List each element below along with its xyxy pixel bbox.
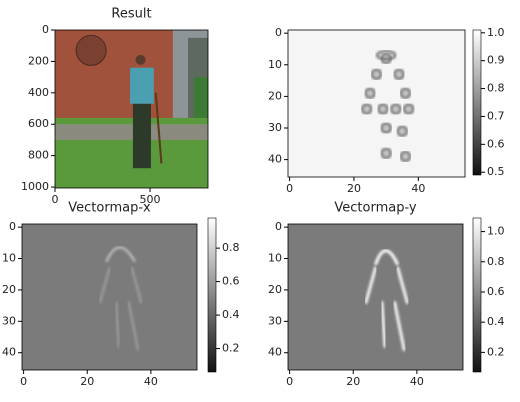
y-tick-label: 1000 [21, 180, 49, 193]
joint-blob [382, 149, 391, 158]
x-tick-label: 20 [347, 182, 361, 195]
y-tick-label: 600 [28, 117, 49, 130]
joint-blob [378, 105, 387, 114]
colorbar-tick-label: 0.7 [487, 109, 505, 122]
colorbar-tick-label: 0.6 [487, 137, 505, 150]
joint-blob [404, 105, 413, 114]
x-tick-label: 0 [20, 375, 27, 388]
x-tick-label: 40 [410, 375, 424, 388]
subplot [288, 30, 465, 177]
y-tick-label: 30 [268, 121, 282, 134]
colorbar [473, 30, 481, 175]
y-tick-label: 40 [268, 153, 282, 166]
colorbar-tick-label: 0.5 [487, 165, 505, 178]
y-tick-label: 40 [268, 346, 282, 359]
logo [76, 35, 106, 65]
joint-blob [366, 89, 375, 98]
subplot-title: Vectormap-x [68, 201, 151, 216]
figure: Result0500020040060080010000204001020304… [0, 0, 520, 402]
y-tick-label: 10 [268, 252, 282, 265]
x-tick-label: 40 [411, 182, 425, 195]
subplot-title: Vectormap-y [334, 201, 417, 216]
legs [133, 104, 151, 168]
subplot-title: Result [111, 7, 151, 22]
colorbar-tick-label: 0.2 [222, 342, 240, 355]
colorbar [473, 218, 481, 372]
head [136, 55, 146, 65]
colorbar-tick-label: 0.9 [487, 54, 505, 67]
map-bg [22, 224, 197, 370]
joint-blob [398, 127, 407, 136]
shirt [130, 68, 154, 104]
colorbar [208, 218, 216, 372]
y-tick-label: 0 [275, 26, 282, 39]
y-tick-label: 200 [28, 54, 49, 67]
joint-blob [362, 105, 371, 114]
joint-blob [372, 70, 381, 79]
path [55, 124, 208, 140]
x-tick-label: 40 [144, 375, 158, 388]
y-tick-label: 400 [28, 86, 49, 99]
y-tick-label: 30 [268, 314, 282, 327]
colorbar-tick-label: 1.0 [487, 225, 505, 238]
joint-blob [401, 152, 410, 161]
y-tick-label: 20 [268, 283, 282, 296]
plants [194, 77, 208, 121]
colorbar-tick-label: 0.4 [487, 315, 505, 328]
colorbar-tick-label: 0.2 [487, 345, 505, 358]
colorbar-tick-label: 0.4 [222, 308, 240, 321]
colorbar-tick-label: 0.8 [487, 255, 505, 268]
y-tick-label: 800 [28, 149, 49, 162]
map-bg [288, 30, 465, 177]
y-tick-label: 40 [2, 346, 16, 359]
x-tick-label: 20 [346, 375, 360, 388]
x-tick-label: 20 [80, 375, 94, 388]
subplot [288, 224, 463, 370]
colorbar-tick-label: 0.6 [222, 275, 240, 288]
subplot [22, 224, 197, 370]
map-bg [288, 224, 463, 370]
y-tick-label: 0 [275, 220, 282, 233]
joint-blob [382, 124, 391, 133]
subplot [55, 30, 208, 188]
joint-blob [391, 105, 400, 114]
x-tick-label: 0 [286, 182, 293, 195]
colorbar-tick-label: 0.8 [487, 82, 505, 95]
y-tick-label: 10 [2, 252, 16, 265]
x-tick-label: 0 [286, 375, 293, 388]
colorbar-tick-label: 0.6 [487, 285, 505, 298]
x-tick-label: 0 [52, 193, 59, 206]
colorbar-tick-label: 0.8 [222, 241, 240, 254]
colorbar-tick-label: 1.0 [487, 26, 505, 39]
y-tick-label: 20 [2, 283, 16, 296]
y-tick-label: 10 [268, 58, 282, 71]
y-tick-label: 30 [2, 314, 16, 327]
y-tick-label: 20 [268, 89, 282, 102]
y-tick-label: 0 [9, 220, 16, 233]
joint-blob [401, 89, 410, 98]
y-tick-label: 0 [42, 23, 49, 36]
joint-blob [395, 70, 404, 79]
